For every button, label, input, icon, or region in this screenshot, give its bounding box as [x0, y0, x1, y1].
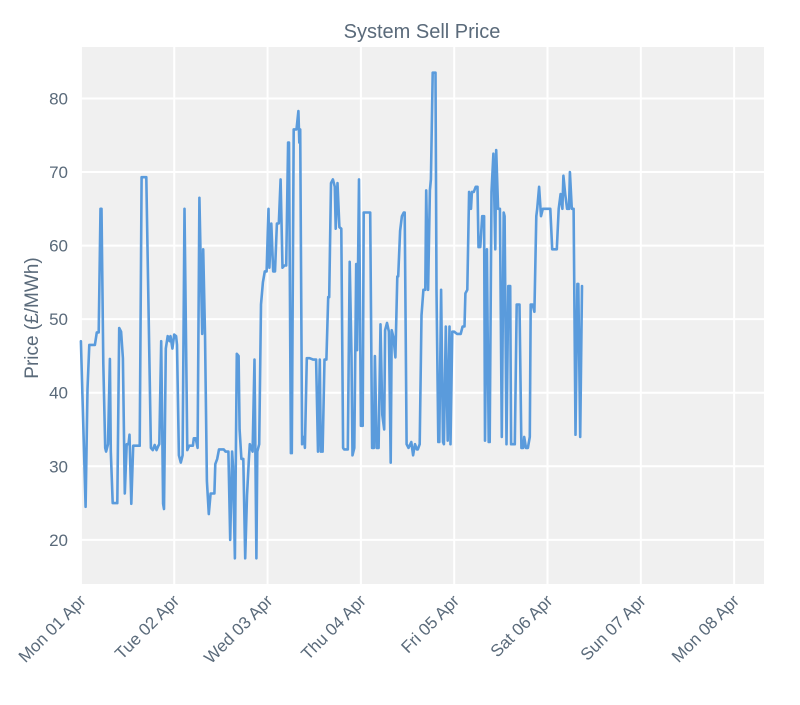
y-tick-label: 20 — [49, 531, 68, 550]
x-tick-labels: Mon 01 Apr Tue 02 Apr Wed 03 Apr Thu 04 Apr… — [15, 591, 743, 667]
y-tick-label: 60 — [49, 237, 68, 256]
x-tick-label: Fri 05 Apr — [397, 591, 463, 657]
y-tick-label: 80 — [49, 89, 68, 108]
x-tick-label: Tue 02 Apr — [111, 591, 183, 663]
y-tick-label: 70 — [49, 163, 68, 182]
chart-title: System Sell Price — [344, 21, 501, 43]
series-line-system-sell-price — [79, 71, 584, 560]
y-tick-label: 50 — [49, 310, 68, 329]
x-tick-label: Sat 06 Apr — [487, 591, 557, 661]
y-tick-label: 40 — [49, 384, 68, 403]
series-layer — [79, 71, 584, 560]
x-tick-label: Mon 01 Apr — [15, 591, 90, 666]
x-tick-label: Thu 04 Apr — [297, 591, 369, 663]
x-tick-label: Sun 07 Apr — [577, 591, 650, 664]
y-tick-label: 30 — [49, 457, 68, 476]
x-tick-label: Wed 03 Apr — [200, 591, 276, 667]
y-axis-label: Price (£/MWh) — [22, 257, 43, 378]
x-tick-label: Mon 08 Apr — [668, 591, 743, 666]
y-tick-labels: 20 30 40 50 60 70 80 — [49, 89, 68, 549]
